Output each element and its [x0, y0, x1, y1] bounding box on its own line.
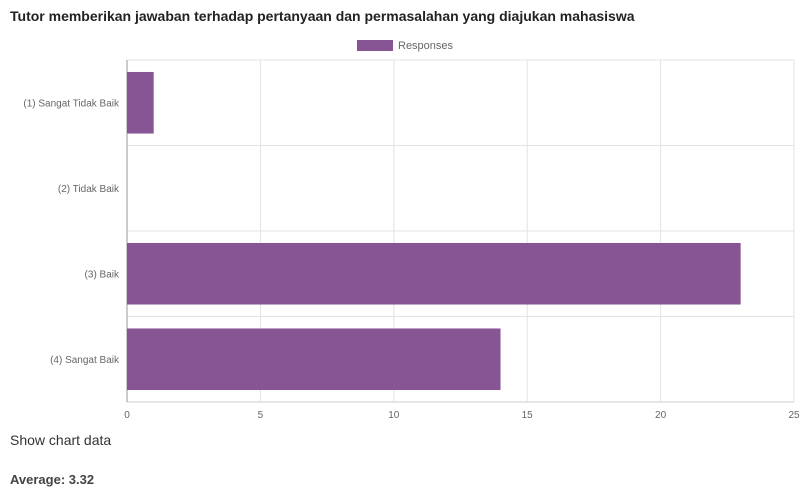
legend: Responses — [357, 40, 454, 52]
x-tick-label: 25 — [788, 410, 800, 421]
x-axis-ticks: 0 5 10 15 20 25 — [124, 410, 800, 421]
legend-swatch-responses — [357, 40, 393, 51]
show-chart-data-link[interactable]: Show chart data — [10, 432, 111, 448]
category-label-1: (1) Sangat Tidak Baik — [23, 98, 120, 109]
bar-1[interactable] — [127, 72, 154, 134]
bar-3[interactable] — [127, 243, 741, 305]
chart-title: Tutor memberikan jawaban terhadap pertan… — [10, 8, 635, 24]
category-labels: (1) Sangat Tidak Baik (2) Tidak Baik (3) B… — [23, 98, 120, 366]
x-tick-label: 0 — [124, 410, 130, 421]
bar-4[interactable] — [127, 328, 501, 390]
x-tick-label: 20 — [655, 410, 667, 421]
category-label-2: (2) Tidak Baik — [58, 184, 120, 195]
x-tick-label: 5 — [258, 410, 264, 421]
average-value: Average: 3.32 — [10, 472, 94, 487]
x-tick-label: 15 — [522, 410, 534, 421]
legend-label-responses: Responses — [398, 40, 454, 52]
category-label-3: (3) Baik — [85, 269, 120, 280]
x-tick-label: 10 — [388, 410, 400, 421]
bar-chart: Responses (1) Sangat Tidak Baik (2) Tidak… — [0, 28, 801, 433]
category-label-4: (4) Sangat Baik — [50, 355, 120, 366]
